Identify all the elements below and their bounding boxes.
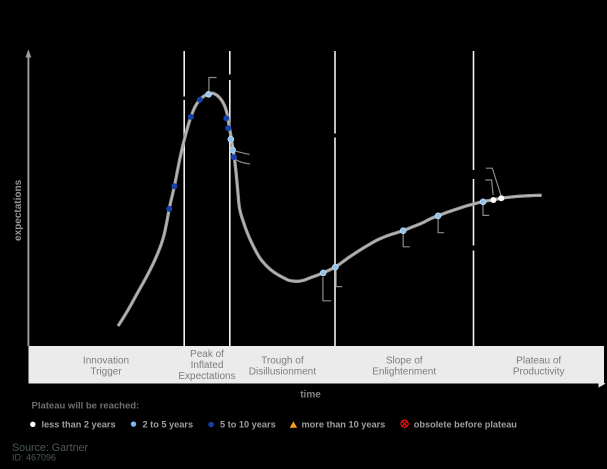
svg-text:Productivity: Productivity: [513, 367, 565, 378]
svg-text:Innovation: Innovation: [83, 356, 129, 367]
svg-text:5 to 10 years: 5 to 10 years: [220, 420, 276, 430]
svg-text:Source: Gartner: Source: Gartner: [12, 442, 88, 454]
svg-text:more than 10 years: more than 10 years: [302, 420, 386, 430]
svg-text:2 to 5 years: 2 to 5 years: [143, 420, 194, 430]
svg-text:expectations: expectations: [13, 179, 24, 241]
svg-text:Plateau will be reached:: Plateau will be reached:: [32, 401, 140, 412]
svg-text:Trough of: Trough of: [261, 356, 304, 367]
svg-text:less than 2 years: less than 2 years: [42, 420, 116, 430]
svg-text:Inflated: Inflated: [191, 360, 224, 371]
svg-text:Trigger: Trigger: [90, 367, 122, 378]
svg-text:time: time: [300, 390, 321, 401]
svg-text:ID: 467096: ID: 467096: [12, 453, 56, 463]
svg-text:Plateau of: Plateau of: [516, 356, 561, 367]
svg-text:Peak of: Peak of: [190, 349, 224, 360]
svg-text:obsolete before plateau: obsolete before plateau: [414, 420, 517, 430]
svg-text:Disillusionment: Disillusionment: [249, 367, 316, 378]
svg-text:Slope of: Slope of: [386, 356, 423, 367]
svg-text:Expectations: Expectations: [178, 371, 235, 382]
svg-text:Enlightenment: Enlightenment: [372, 367, 436, 378]
